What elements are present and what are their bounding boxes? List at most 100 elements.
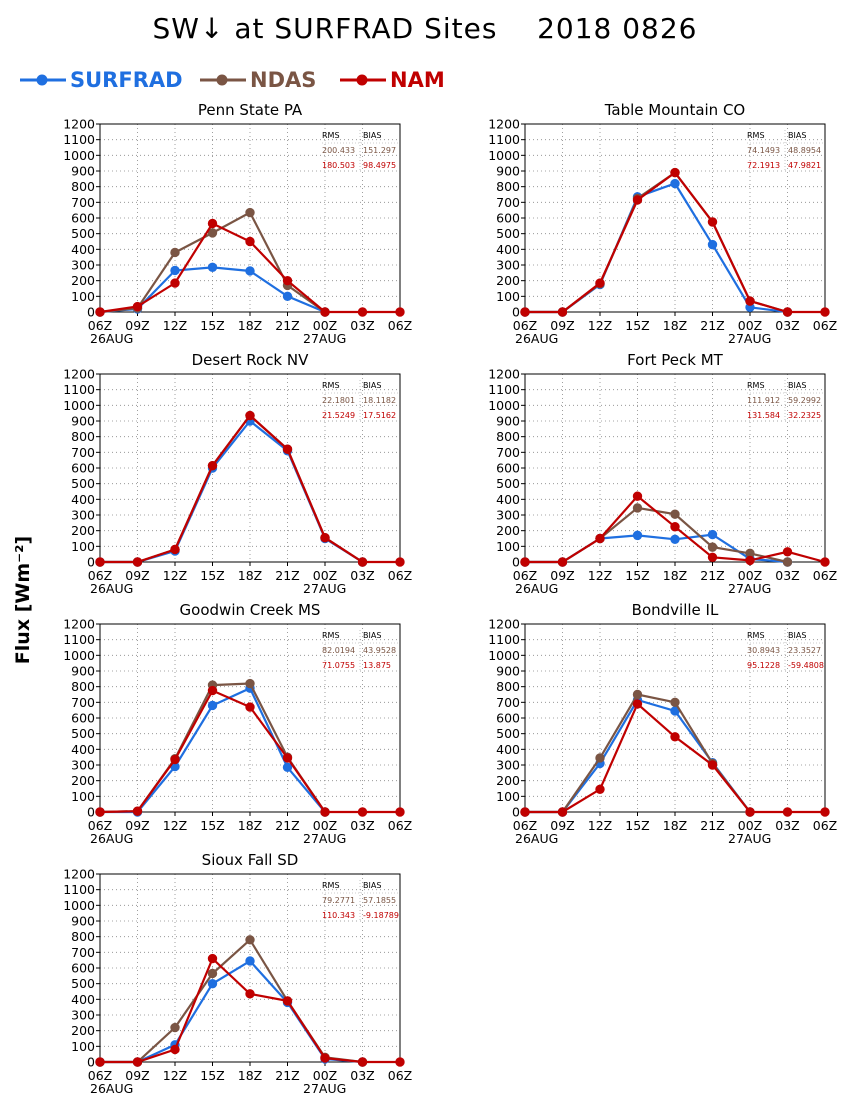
data-point — [132, 557, 143, 567]
y-tick-label: 800 — [71, 429, 95, 444]
chart-title: Table Mountain CO — [604, 101, 746, 119]
x-tick-label: 12Z — [163, 818, 187, 833]
data-point — [595, 278, 605, 288]
series-line — [525, 171, 788, 314]
x-tick-label: 15Z — [200, 1068, 224, 1083]
data-point — [245, 236, 255, 247]
data-point — [207, 685, 218, 696]
data-point — [670, 522, 680, 532]
data-point — [782, 547, 793, 557]
data-point — [670, 167, 680, 178]
stats-rms-value: 72.1913 — [747, 161, 780, 170]
x-tick-label: 09Z — [550, 568, 574, 583]
stats-rms-value: 82.0194 — [322, 646, 355, 655]
x-tick-label: 00Z — [313, 568, 337, 583]
series-line — [525, 171, 825, 314]
date-label: 26AUG — [515, 331, 558, 346]
series-line — [100, 413, 400, 564]
legend-line-icon — [340, 74, 386, 86]
data-point — [282, 275, 293, 286]
y-tick-label: 1100 — [488, 132, 520, 147]
data-point — [282, 996, 293, 1006]
data-point — [595, 784, 605, 794]
data-point — [395, 1057, 405, 1067]
data-point — [707, 760, 718, 770]
y-tick-label: 0 — [512, 805, 520, 820]
y-tick-label: 1200 — [63, 117, 95, 132]
stats-header: RMS — [322, 631, 340, 640]
data-point — [745, 555, 755, 566]
y-tick-label: 200 — [71, 523, 95, 538]
y-tick-label: 900 — [71, 414, 95, 429]
chart-panel: Penn State PA 010020030040050060070080090… — [63, 101, 412, 346]
y-tick-label: 400 — [71, 492, 95, 507]
y-tick-label: 500 — [71, 476, 95, 491]
y-tick-label: 600 — [71, 711, 95, 726]
stats-header: RMS — [747, 631, 765, 640]
series-line — [525, 182, 788, 314]
data-point — [745, 296, 755, 306]
legend-label: NDAS — [250, 68, 317, 92]
y-tick-label: 1100 — [63, 382, 95, 397]
stats-rms-value: 74.1493 — [747, 146, 780, 155]
data-point — [820, 557, 830, 567]
data-point — [670, 534, 680, 544]
legend-marker — [356, 74, 368, 86]
data-point — [282, 753, 293, 763]
y-tick-label: 300 — [496, 258, 520, 273]
chart-title: Desert Rock NV — [192, 351, 309, 369]
legend-line-icon — [200, 74, 246, 86]
x-tick-label: 15Z — [200, 568, 224, 583]
y-tick-label: 1200 — [488, 117, 520, 132]
y-tick-label: 1100 — [63, 132, 95, 147]
data-point — [782, 807, 793, 817]
data-point — [632, 530, 643, 541]
y-tick-label: 400 — [496, 242, 520, 257]
y-tick-label: 400 — [71, 242, 95, 257]
data-point — [132, 806, 143, 816]
x-tick-label: 09Z — [550, 318, 574, 333]
x-tick-label: 06Z — [388, 1068, 412, 1083]
data-point — [595, 753, 605, 763]
y-tick-label: 0 — [87, 805, 95, 820]
data-point — [207, 218, 218, 229]
y-tick-label: 200 — [71, 773, 95, 788]
chart-panel: Bondville IL 0100200300400500600700800900… — [488, 601, 837, 846]
y-tick-label: 600 — [71, 211, 95, 226]
plot-frame — [99, 123, 401, 313]
legend-item-ndas: NDAS — [198, 66, 316, 94]
x-tick-label: 00Z — [313, 318, 337, 333]
stats-header: BIAS — [363, 131, 381, 140]
x-tick-label: 15Z — [625, 818, 649, 833]
chart-panel: Sioux Fall SD 010020030040050060070080090… — [63, 851, 412, 1096]
y-tick-label: 700 — [496, 695, 520, 710]
y-tick-label: 0 — [512, 555, 520, 570]
data-point — [170, 278, 180, 288]
data-point — [207, 953, 218, 964]
data-point — [207, 228, 218, 238]
x-tick-label: 15Z — [625, 318, 649, 333]
x-tick-label: 03Z — [775, 568, 799, 583]
date-label: 26AUG — [515, 581, 558, 596]
chart-title: Fort Peck MT — [627, 351, 723, 369]
data-point — [170, 247, 180, 258]
y-tick-label: 300 — [71, 258, 95, 273]
data-point — [170, 1022, 180, 1033]
x-tick-label: 18Z — [238, 1068, 262, 1083]
y-tick-label: 300 — [71, 758, 95, 773]
x-tick-label: 09Z — [125, 568, 149, 583]
y-tick-label: 800 — [496, 179, 520, 194]
x-tick-label: 06Z — [813, 568, 837, 583]
date-label: 26AUG — [90, 331, 133, 346]
y-tick-label: 700 — [71, 695, 95, 710]
y-tick-label: 0 — [87, 555, 95, 570]
date-label: 27AUG — [728, 331, 771, 346]
stats-rms-value: 180.503 — [322, 161, 355, 170]
stats-rms-value: 21.5249 — [322, 411, 355, 420]
data-point — [632, 195, 643, 205]
data-point — [520, 557, 530, 567]
data-point — [207, 460, 218, 471]
plot-frame — [99, 873, 401, 1063]
data-point — [557, 557, 568, 567]
chart-title: Sioux Fall SD — [202, 851, 299, 869]
